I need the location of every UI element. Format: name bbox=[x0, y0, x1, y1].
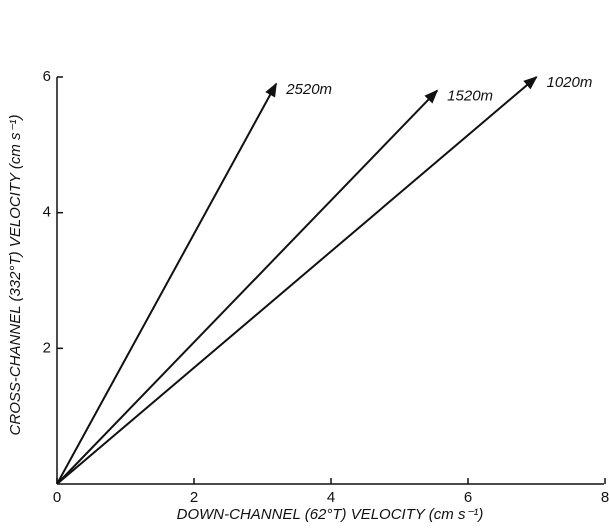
x-tick-label: 2 bbox=[190, 489, 198, 506]
y-tick-label: 4 bbox=[43, 204, 51, 221]
x-tick-label: 6 bbox=[464, 489, 472, 506]
x-tick-label: 0 bbox=[53, 489, 61, 506]
y-axis-label: CROSS-CHANNEL (332°T) VELOCITY (cm s⁻¹) bbox=[7, 115, 24, 436]
x-axis-label: DOWN-CHANNEL (62°T) VELOCITY (cm s⁻¹) bbox=[177, 506, 484, 523]
y-tick-label: 2 bbox=[43, 339, 51, 356]
vector-arrow bbox=[56, 76, 538, 485]
vector-label: 2520m bbox=[285, 81, 332, 98]
vector-label: 1520m bbox=[447, 88, 493, 105]
vector-arrow bbox=[56, 82, 278, 485]
x-tick-label: 4 bbox=[327, 489, 335, 506]
x-tick-label: 8 bbox=[601, 489, 609, 506]
vector-label: 1020m bbox=[547, 74, 593, 91]
y-tick-label: 6 bbox=[43, 68, 51, 85]
vector-arrow bbox=[56, 89, 439, 485]
